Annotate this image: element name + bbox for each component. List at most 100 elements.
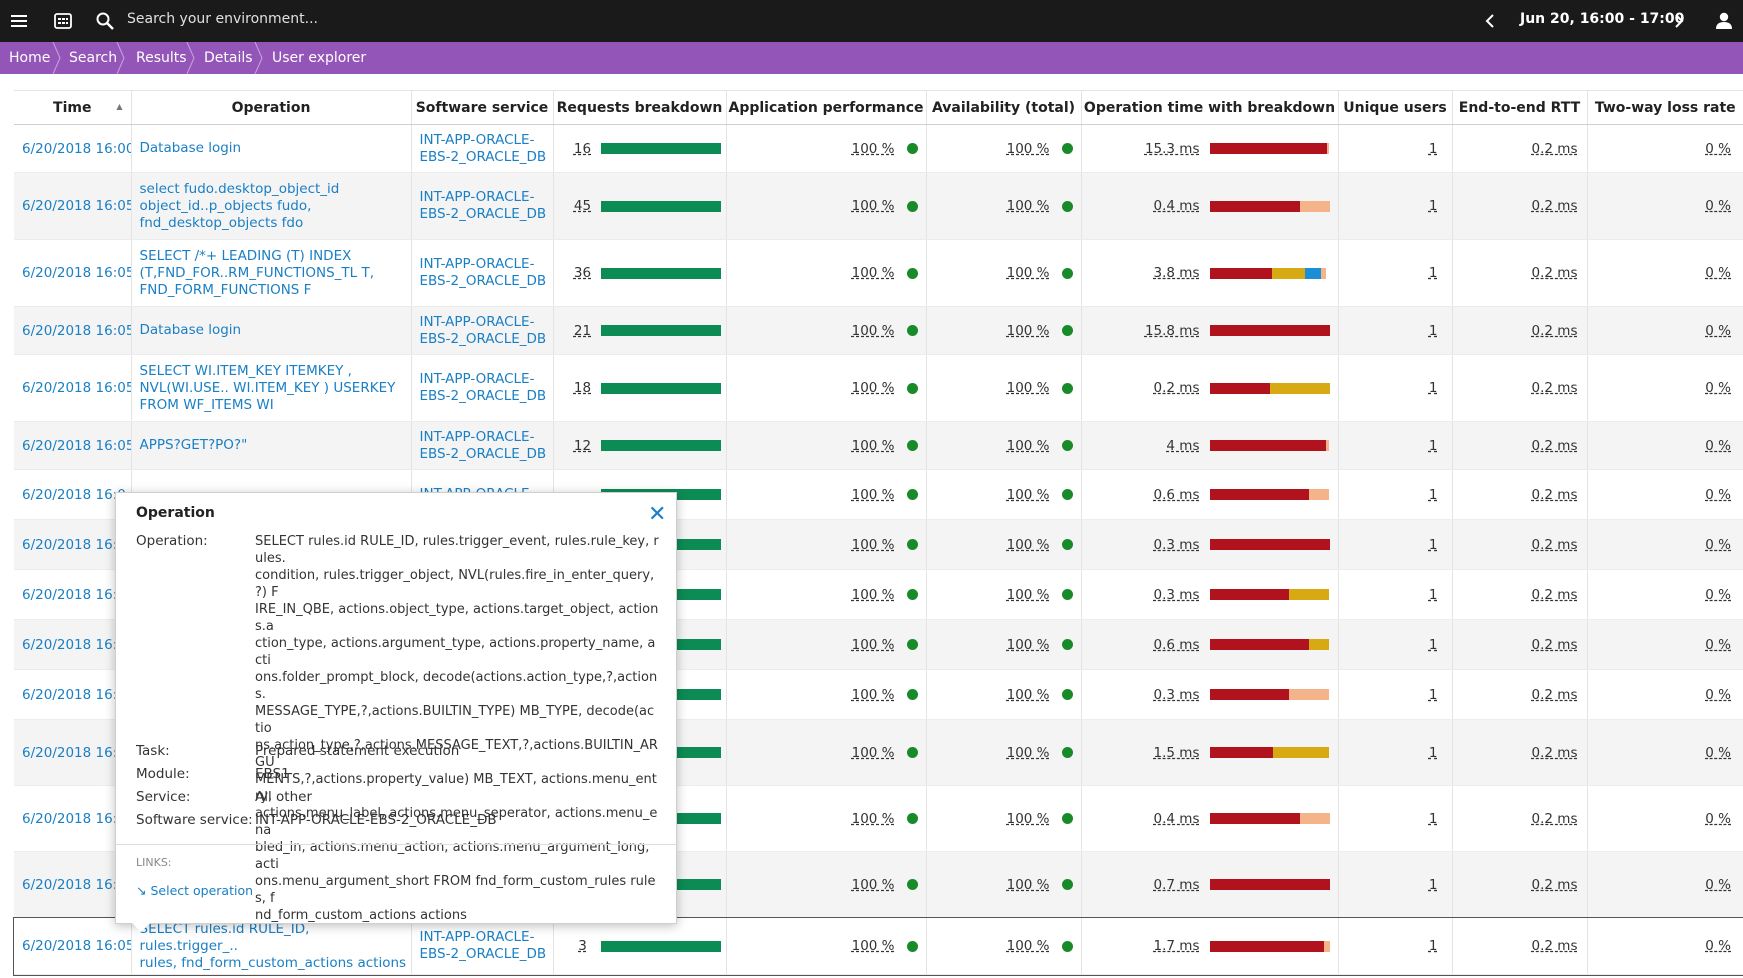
availability-value[interactable]: 100 % [1006,536,1050,553]
rtt-value[interactable]: 0.2 ms [1531,938,1578,954]
unique-users-value[interactable]: 1 [1428,586,1438,603]
availability-value[interactable]: 100 % [1006,140,1050,157]
loss-rate-value[interactable]: 0 % [1705,876,1731,893]
table-row[interactable]: 6/20/2018 16:05 SELECT WI.ITEM_KEY ITEMK… [14,354,1743,422]
unique-users-value[interactable]: 1 [1428,744,1438,761]
loss-rate-value[interactable]: 0 % [1705,744,1731,761]
loss-rate-value[interactable]: 0 % [1705,938,1731,954]
time-cell[interactable]: 6/20/2018 16:0 [14,851,132,918]
rtt-value[interactable]: 0.2 ms [1531,265,1578,281]
time-link[interactable]: 6/20/2018 16:05 [22,938,131,954]
unique-users-value[interactable]: 1 [1428,636,1438,653]
app-performance-value[interactable]: 100 % [851,744,895,761]
loss-rate-value[interactable]: 0 % [1705,586,1731,603]
table-row[interactable]: 6/20/2018 16:05 SELECT rules.id RULE_ID,… [13,916,1743,976]
availability-value[interactable]: 100 % [1006,437,1050,454]
close-icon[interactable]: ✕ [648,502,667,527]
loss-rate-value[interactable]: 0 % [1705,810,1731,827]
time-link[interactable]: 6/20/2018 16:0 [22,586,126,603]
loss-rate-value[interactable]: 0 % [1705,265,1731,281]
column-header-unique-users[interactable]: Unique users [1338,90,1453,125]
time-link[interactable]: 6/20/2018 16:05 [22,322,131,339]
app-performance-value[interactable]: 100 % [851,938,895,954]
time-cell[interactable]: 6/20/2018 16:0 [14,469,132,520]
time-link[interactable]: 6/20/2018 16:05 [22,437,131,454]
column-header-software-service[interactable]: Software service [411,90,554,125]
availability-value[interactable]: 100 % [1006,686,1050,703]
operation-time-value[interactable]: 0.4 ms [1153,810,1200,827]
app-performance-value[interactable]: 100 % [851,140,895,157]
request-count[interactable]: 16 [573,140,592,157]
operation-time-value[interactable]: 0.6 ms [1153,486,1200,503]
software-service-cell[interactable]: INT-APP-ORACLE- EBS-2_ORACLE_DB [411,172,554,240]
menu-icon[interactable] [4,0,34,42]
time-link[interactable]: 6/20/2018 16:05 [22,265,131,281]
column-header-requests[interactable]: Requests breakdown [553,90,727,125]
time-link[interactable]: 6/20/2018 16:0 [22,486,126,503]
column-header-rtt[interactable]: End-to-end RTT [1452,90,1588,125]
availability-value[interactable]: 100 % [1006,265,1050,281]
loss-rate-value[interactable]: 0 % [1705,437,1731,454]
software-service-cell[interactable]: INT-APP-ORACLE- EBS-2_ORACLE_DB [411,306,554,355]
app-performance-value[interactable]: 100 % [851,810,895,827]
request-count[interactable]: 45 [573,198,592,214]
app-performance-value[interactable]: 100 % [851,198,895,214]
loss-rate-value[interactable]: 0 % [1705,636,1731,653]
availability-value[interactable]: 100 % [1006,810,1050,827]
operation-time-value[interactable]: 15.3 ms [1144,140,1200,157]
unique-users-value[interactable]: 1 [1428,322,1438,339]
unique-users-value[interactable]: 1 [1428,437,1438,454]
breadcrumb-search[interactable]: Search [69,50,118,66]
time-cell[interactable]: 6/20/2018 16:0 [14,719,132,786]
operation-cell[interactable]: Database login [131,124,412,173]
breadcrumb-home[interactable]: Home [9,50,51,66]
app-performance-value[interactable]: 100 % [851,322,895,339]
loss-rate-value[interactable]: 0 % [1705,198,1731,214]
chevron-right-icon[interactable] [1669,0,1689,42]
table-row[interactable]: 6/20/2018 16:05 select fudo.desktop_obje… [14,172,1743,240]
rtt-value[interactable]: 0.2 ms [1531,686,1578,703]
select-operation-link[interactable]: ↘ Select operation [136,883,253,898]
chevron-left-icon[interactable] [1480,0,1500,42]
loss-rate-value[interactable]: 0 % [1705,140,1731,157]
operation-cell[interactable]: SELECT WI.ITEM_KEY ITEMKEY , NVL(WI.USE..… [131,354,412,422]
rtt-value[interactable]: 0.2 ms [1531,486,1578,503]
rtt-value[interactable]: 0.2 ms [1531,198,1578,214]
time-cell[interactable]: 6/20/2018 16:05 [14,306,132,355]
availability-value[interactable]: 100 % [1006,938,1050,954]
time-cell[interactable]: 6/20/2018 16:05 [14,917,132,975]
availability-value[interactable]: 100 % [1006,744,1050,761]
column-header-loss-rate[interactable]: Two-way loss rate [1587,90,1743,125]
time-cell[interactable]: 6/20/2018 16:05 [14,239,132,307]
rtt-value[interactable]: 0.2 ms [1531,536,1578,553]
dashboard-icon[interactable] [50,0,76,42]
column-header-time[interactable]: Time ▲ [14,90,132,125]
unique-users-value[interactable]: 1 [1428,686,1438,703]
app-performance-value[interactable]: 100 % [851,536,895,553]
availability-value[interactable]: 100 % [1006,380,1050,396]
rtt-value[interactable]: 0.2 ms [1531,744,1578,761]
software-service-cell[interactable]: INT-APP-ORACLE- EBS-2_ORACLE_DB [411,239,554,307]
availability-value[interactable]: 100 % [1006,198,1050,214]
rtt-value[interactable]: 0.2 ms [1531,636,1578,653]
loss-rate-value[interactable]: 0 % [1705,486,1731,503]
rtt-value[interactable]: 0.2 ms [1531,810,1578,827]
app-performance-value[interactable]: 100 % [851,636,895,653]
operation-time-value[interactable]: 0.3 ms [1153,586,1200,603]
rtt-value[interactable]: 0.2 ms [1531,322,1578,339]
operation-time-value[interactable]: 15.8 ms [1144,322,1200,339]
operation-time-value[interactable]: 0.7 ms [1153,876,1200,893]
time-cell[interactable]: 6/20/2018 16:00 [14,124,132,173]
availability-value[interactable]: 100 % [1006,876,1050,893]
operation-cell[interactable]: APPS?GET?PO?" [131,421,412,470]
unique-users-value[interactable]: 1 [1428,810,1438,827]
table-row[interactable]: 6/20/2018 16:00 Database login INT-APP-O… [14,124,1743,173]
loss-rate-value[interactable]: 0 % [1705,686,1731,703]
app-performance-value[interactable]: 100 % [851,586,895,603]
sort-ascending-icon[interactable]: ▲ [116,102,123,111]
operation-time-value[interactable]: 0.6 ms [1153,636,1200,653]
unique-users-value[interactable]: 1 [1428,380,1438,396]
rtt-value[interactable]: 0.2 ms [1531,586,1578,603]
operation-cell[interactable]: select fudo.desktop_object_id object_id..… [131,172,412,240]
loss-rate-value[interactable]: 0 % [1705,536,1731,553]
